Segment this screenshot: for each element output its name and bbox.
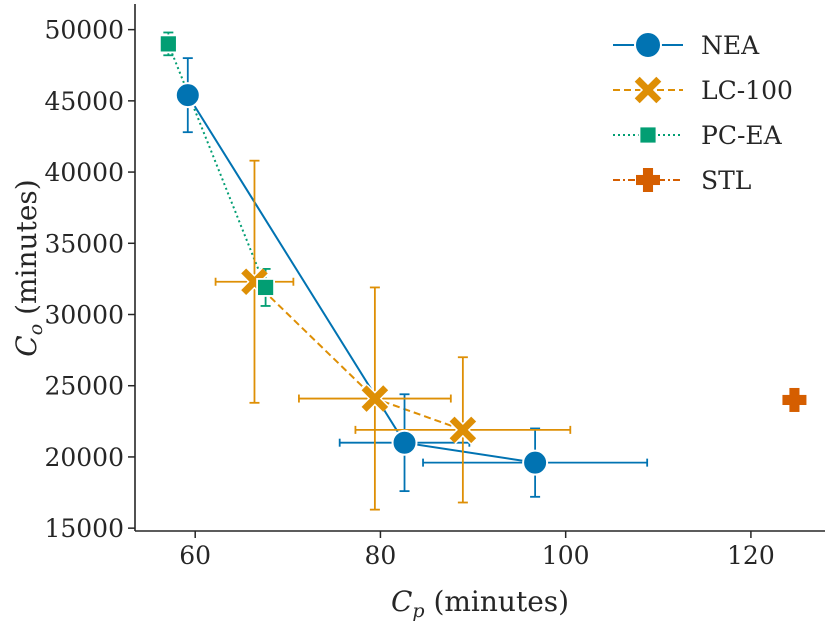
marker-bar-vertical (642, 168, 654, 192)
point-pc-ea-1 (158, 34, 178, 54)
point-lc-100-3 (448, 415, 478, 445)
marker-stroke (361, 385, 389, 412)
legend-item-stl: STL (613, 166, 751, 195)
legend-marker (638, 125, 658, 145)
x-axis-title: Cp (minutes) (391, 585, 569, 622)
legend-item-lc-100: LC-100 (613, 75, 793, 105)
legend-label: PC-EA (701, 121, 783, 150)
x-axis-title-var: C (391, 585, 412, 618)
x-axis-title-sub: p (412, 600, 424, 622)
marker-stroke (241, 268, 268, 296)
series-line-nea (186, 94, 536, 464)
legend-marker (636, 168, 660, 192)
point-lc-100-2 (360, 384, 390, 413)
y-tick-label: 25000 (44, 372, 124, 401)
marker-stroke (634, 76, 662, 104)
x-tick-label: 120 (727, 541, 775, 570)
y-tick-label: 35000 (44, 229, 124, 258)
legend-label: NEA (701, 31, 760, 60)
series-line-lc-100 (253, 281, 464, 431)
axes (134, 4, 825, 532)
point-stl-1 (782, 387, 807, 412)
svg-text:Co (minutes): Co (minutes) (10, 179, 47, 356)
y-axis-title-sub: o (25, 324, 47, 335)
x-tick-label: 100 (542, 541, 590, 570)
y-tick-label: 45000 (44, 87, 124, 116)
svg-text:Cp (minutes): Cp (minutes) (391, 585, 569, 622)
series-line-pc-ea (167, 43, 267, 288)
point-nea-1 (174, 82, 201, 109)
x-tick-label: 80 (365, 541, 397, 570)
y-axis-title-unit: (minutes) (10, 179, 43, 324)
y-axis-title: Co (minutes) (10, 179, 47, 356)
legend-label: STL (701, 166, 751, 195)
legend: NEA LC-100 PC-EA STL (613, 31, 793, 195)
point-nea-2 (391, 429, 418, 456)
y-axis-title-var: C (10, 335, 43, 356)
y-tick-label: 15000 (44, 514, 124, 543)
legend-label: LC-100 (701, 76, 793, 105)
marker-bar-vertical (789, 387, 800, 412)
y-tick-label: 30000 (44, 301, 124, 330)
legend-item-pc-ea: PC-EA (613, 121, 783, 150)
series-lines (167, 43, 536, 464)
x-axis-title-unit: (minutes) (425, 585, 570, 618)
data-points (158, 34, 807, 476)
y-tick-label: 20000 (44, 443, 124, 472)
marker-stroke (449, 416, 477, 444)
legend-marker (634, 31, 662, 59)
point-pc-ea-2 (256, 278, 275, 297)
y-tick-label: 50000 (44, 16, 124, 45)
x-tick-label: 60 (179, 541, 211, 570)
legend-marker (633, 75, 663, 105)
point-nea-3 (522, 449, 549, 476)
ticks: 60 80 100 120 15000 20000 25000 30000 35000 40000… (44, 16, 774, 570)
plot-area (158, 31, 807, 511)
y-tick-label: 40000 (44, 158, 124, 187)
legend-item-nea: NEA (613, 31, 760, 60)
